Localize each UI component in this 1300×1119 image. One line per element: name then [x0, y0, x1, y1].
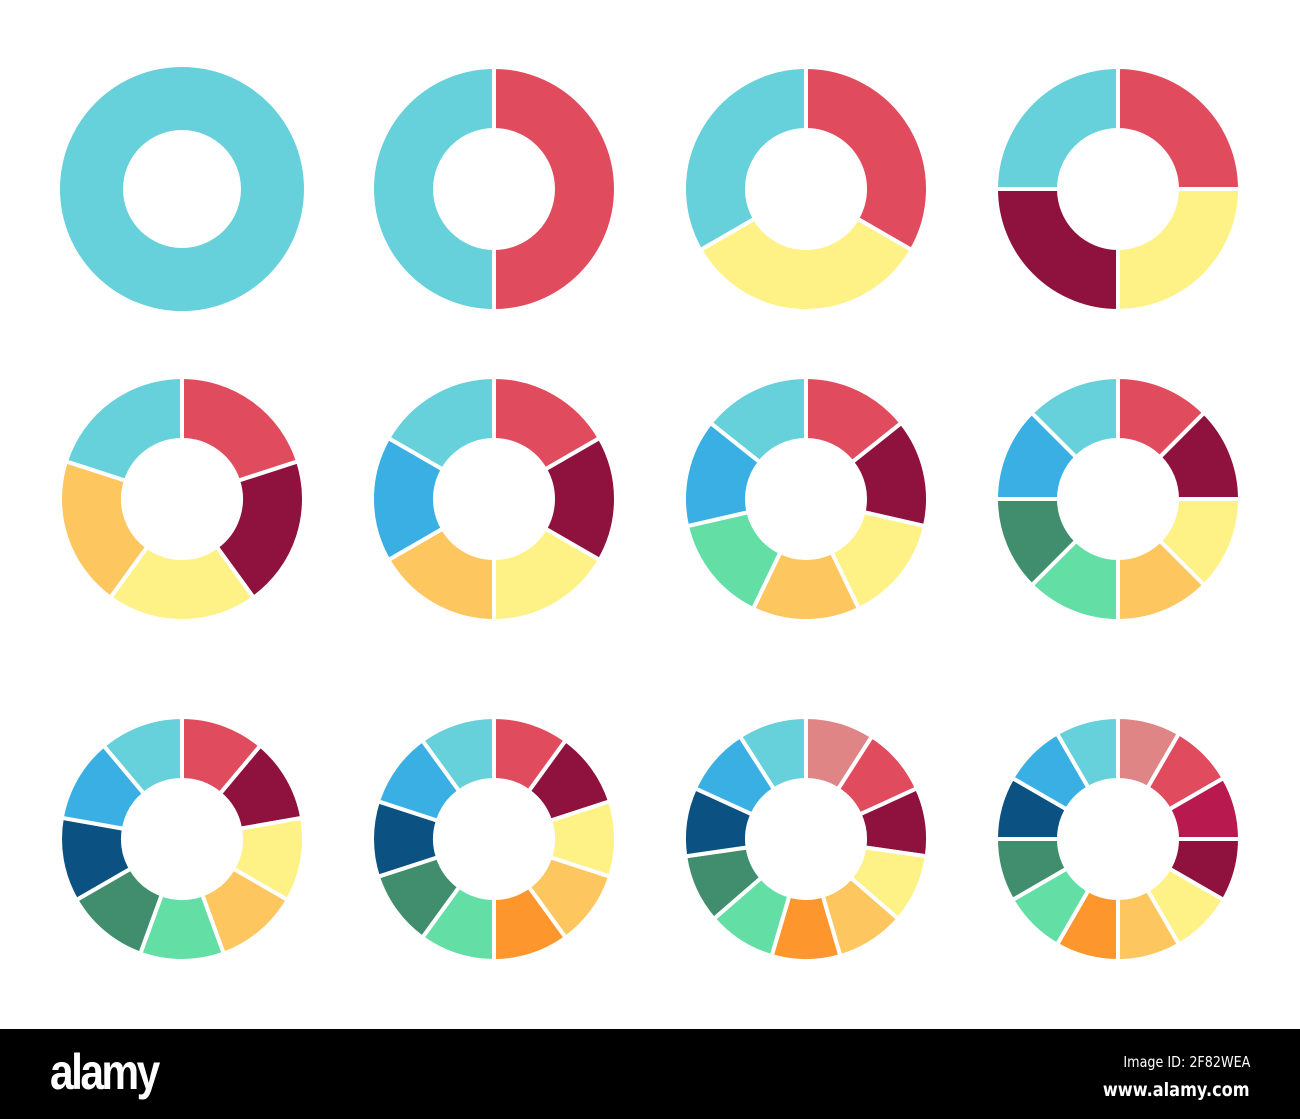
- donut-slice: [59, 66, 304, 312]
- site-url[interactable]: www.alamy.com: [1103, 1079, 1250, 1101]
- donut-chart-11: [682, 714, 930, 963]
- donut-chart-1: [59, 66, 304, 312]
- donut-slice: [1116, 64, 1243, 191]
- donut-slice: [1116, 187, 1243, 314]
- donut-slice: [180, 374, 301, 484]
- donut-chart-grid: [58, 64, 1243, 964]
- donut-slice: [804, 64, 930, 253]
- donut-slice: [697, 215, 915, 313]
- donut-chart-6: [370, 374, 618, 624]
- donut-slice: [58, 458, 151, 601]
- donut-slice: [385, 374, 496, 473]
- donut-slice: [993, 187, 1120, 314]
- donut-slice: [100, 714, 184, 797]
- donut-chart-12: [993, 714, 1243, 964]
- donut-slice: [213, 458, 306, 601]
- donut-chart-5: [58, 374, 306, 623]
- donut-chart-8: [993, 374, 1243, 624]
- donut-slice: [737, 714, 808, 793]
- donut-slice: [107, 543, 257, 623]
- donut-slice: [707, 374, 808, 466]
- donut-chart-4: [993, 64, 1243, 314]
- donut-slice: [419, 714, 496, 795]
- donut-slice: [993, 64, 1120, 191]
- donut-chart-2: [370, 64, 618, 314]
- donut-slice: [63, 374, 184, 484]
- donut-chart-9: [58, 714, 306, 963]
- donut-slice: [370, 64, 496, 314]
- footer-bar: alamy Image ID: 2F82WEA www.alamy.com: [0, 1029, 1300, 1119]
- alamy-logo: alamy: [50, 1044, 160, 1100]
- donut-chart-7: [682, 374, 930, 623]
- donut-slice: [682, 64, 808, 253]
- donut-slice: [492, 64, 618, 314]
- donut-chart-3: [682, 64, 930, 313]
- donut-slice: [1028, 374, 1120, 461]
- donut-chart-10: [370, 714, 618, 964]
- image-id: Image ID: 2F82WEA: [1123, 1053, 1250, 1071]
- donut-slice: [1054, 714, 1120, 791]
